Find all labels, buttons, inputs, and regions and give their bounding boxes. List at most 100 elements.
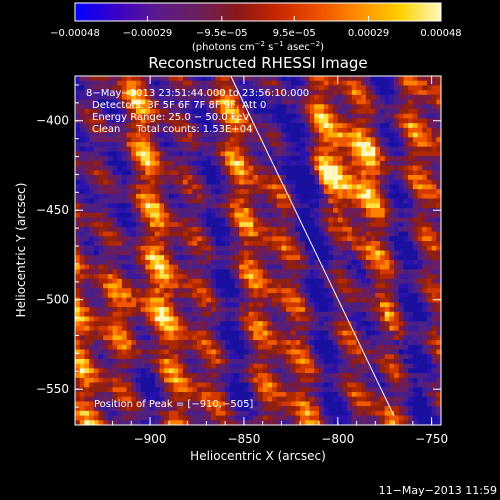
heatmap-cell bbox=[239, 137, 245, 143]
heatmap-cell bbox=[89, 137, 95, 143]
heatmap-cell bbox=[384, 160, 390, 166]
heatmap-cell bbox=[290, 269, 296, 275]
heatmap-cell bbox=[328, 349, 334, 355]
heatmap-cell bbox=[211, 264, 217, 270]
heatmap-cell bbox=[304, 316, 310, 322]
heatmap-cell bbox=[333, 340, 339, 346]
heatmap-cell bbox=[323, 302, 329, 308]
heatmap-cell bbox=[131, 99, 137, 105]
heatmap-cell bbox=[361, 241, 367, 247]
heatmap-cell bbox=[286, 165, 292, 171]
heatmap-cell bbox=[262, 208, 268, 214]
heatmap-cell bbox=[286, 335, 292, 341]
heatmap-cell bbox=[398, 297, 404, 303]
heatmap-cell bbox=[351, 123, 357, 129]
heatmap-cell bbox=[267, 132, 273, 138]
heatmap-cell bbox=[140, 222, 146, 228]
heatmap-cell bbox=[398, 193, 404, 199]
heatmap-cell bbox=[197, 358, 202, 364]
heatmap-cell bbox=[431, 170, 437, 176]
heatmap-cell bbox=[319, 109, 324, 115]
heatmap-cell bbox=[398, 217, 404, 223]
heatmap-cell bbox=[159, 137, 165, 143]
heatmap-cell bbox=[422, 307, 428, 313]
heatmap-cell bbox=[351, 231, 357, 237]
heatmap-cell bbox=[239, 259, 245, 265]
heatmap-cell bbox=[351, 264, 357, 270]
heatmap-cell bbox=[370, 104, 376, 110]
heatmap-cell bbox=[121, 193, 127, 199]
heatmap-cell bbox=[253, 307, 259, 313]
heatmap-cell bbox=[408, 236, 414, 242]
heatmap-cell bbox=[112, 80, 118, 86]
heatmap-cell bbox=[140, 165, 146, 171]
heatmap-cell bbox=[182, 278, 188, 284]
heatmap-cell bbox=[436, 283, 441, 289]
heatmap-cell bbox=[347, 222, 353, 228]
heatmap-cell bbox=[154, 274, 160, 280]
heatmap-cell bbox=[309, 302, 315, 308]
heatmap-cell bbox=[103, 123, 109, 129]
heatmap-cell bbox=[229, 217, 235, 223]
heatmap-cell bbox=[258, 113, 263, 119]
heatmap-cell bbox=[375, 368, 381, 374]
heatmap-cell bbox=[295, 208, 301, 214]
heatmap-cell bbox=[304, 363, 310, 369]
heatmap-cell bbox=[290, 222, 296, 228]
heatmap-cell bbox=[140, 189, 146, 195]
heatmap-cell bbox=[403, 344, 409, 350]
heatmap-cell bbox=[93, 226, 99, 232]
heatmap-cell bbox=[215, 269, 221, 275]
heatmap-cell bbox=[126, 94, 132, 100]
heatmap-cell bbox=[365, 344, 371, 350]
heatmap-cell bbox=[426, 156, 432, 162]
heatmap-cell bbox=[225, 217, 231, 223]
heatmap-cell bbox=[75, 226, 80, 232]
heatmap-cell bbox=[253, 99, 259, 105]
heatmap-cell bbox=[426, 175, 432, 181]
heatmap-cell bbox=[328, 118, 334, 124]
heatmap-cell bbox=[272, 335, 278, 341]
heatmap-cell bbox=[356, 212, 362, 218]
heatmap-cell bbox=[187, 146, 193, 152]
heatmap-cell bbox=[351, 358, 357, 364]
heatmap-cell bbox=[375, 316, 381, 322]
heatmap-cell bbox=[211, 283, 217, 289]
heatmap-cell bbox=[258, 99, 263, 105]
heatmap-cell bbox=[211, 193, 217, 199]
heatmap-cell bbox=[98, 292, 104, 298]
heatmap-cell bbox=[239, 118, 245, 124]
heatmap-cell bbox=[422, 250, 428, 256]
heatmap-cell bbox=[417, 217, 423, 223]
heatmap-cell bbox=[126, 208, 132, 214]
heatmap-cell bbox=[272, 255, 278, 261]
heatmap-cell bbox=[253, 94, 259, 100]
heatmap-cell bbox=[380, 269, 385, 275]
heatmap-cell bbox=[225, 358, 231, 364]
heatmap-cell bbox=[328, 241, 334, 247]
heatmap-cell bbox=[295, 245, 301, 251]
heatmap-cell bbox=[107, 307, 113, 313]
heatmap-cell bbox=[370, 146, 376, 152]
heatmap-cell bbox=[117, 179, 123, 185]
heatmap-cell bbox=[417, 363, 423, 369]
heatmap-cell bbox=[422, 203, 428, 209]
heatmap-cell bbox=[121, 203, 127, 209]
heatmap-cell bbox=[79, 316, 85, 322]
heatmap-cell bbox=[234, 146, 240, 152]
heatmap-cell bbox=[300, 241, 306, 247]
heatmap-cell bbox=[431, 335, 437, 341]
heatmap-cell bbox=[248, 132, 254, 138]
heatmap-cell bbox=[168, 198, 174, 204]
heatmap-cell bbox=[319, 184, 324, 190]
heatmap-cell bbox=[328, 184, 334, 190]
heatmap-cell bbox=[131, 80, 137, 86]
heatmap-cell bbox=[192, 94, 198, 100]
heatmap-cell bbox=[211, 373, 217, 379]
heatmap-cell bbox=[75, 354, 80, 360]
heatmap-cell bbox=[300, 142, 306, 148]
heatmap-cell bbox=[398, 278, 404, 284]
heatmap-cell bbox=[225, 250, 231, 256]
heatmap-cell bbox=[272, 330, 278, 336]
heatmap-cell bbox=[103, 255, 109, 261]
